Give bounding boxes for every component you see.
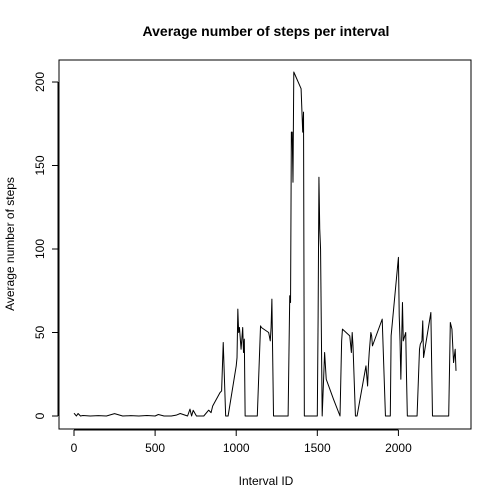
x-tick-label: 2000 bbox=[385, 441, 412, 455]
plot-frame bbox=[58, 59, 472, 430]
x-axis: 0 500 1000 1500 2000 bbox=[71, 429, 412, 455]
chart-title: Average number of steps per interval bbox=[143, 23, 390, 39]
x-tick-label: 500 bbox=[145, 441, 165, 455]
y-axis: 0 50 100 150 200 bbox=[33, 72, 59, 419]
series-line bbox=[73, 71, 457, 417]
x-tick-label: 1000 bbox=[223, 441, 250, 455]
x-axis-label: Interval ID bbox=[239, 474, 294, 488]
y-tick-label: 0 bbox=[33, 412, 47, 419]
y-tick-label: 200 bbox=[33, 72, 47, 92]
x-tick-label: 1500 bbox=[304, 441, 331, 455]
x-tick-label: 0 bbox=[71, 441, 78, 455]
y-tick-label: 50 bbox=[33, 326, 47, 340]
y-tick-label: 100 bbox=[33, 239, 47, 259]
y-axis-label: Average number of steps bbox=[3, 177, 17, 311]
y-tick-label: 150 bbox=[33, 155, 47, 175]
